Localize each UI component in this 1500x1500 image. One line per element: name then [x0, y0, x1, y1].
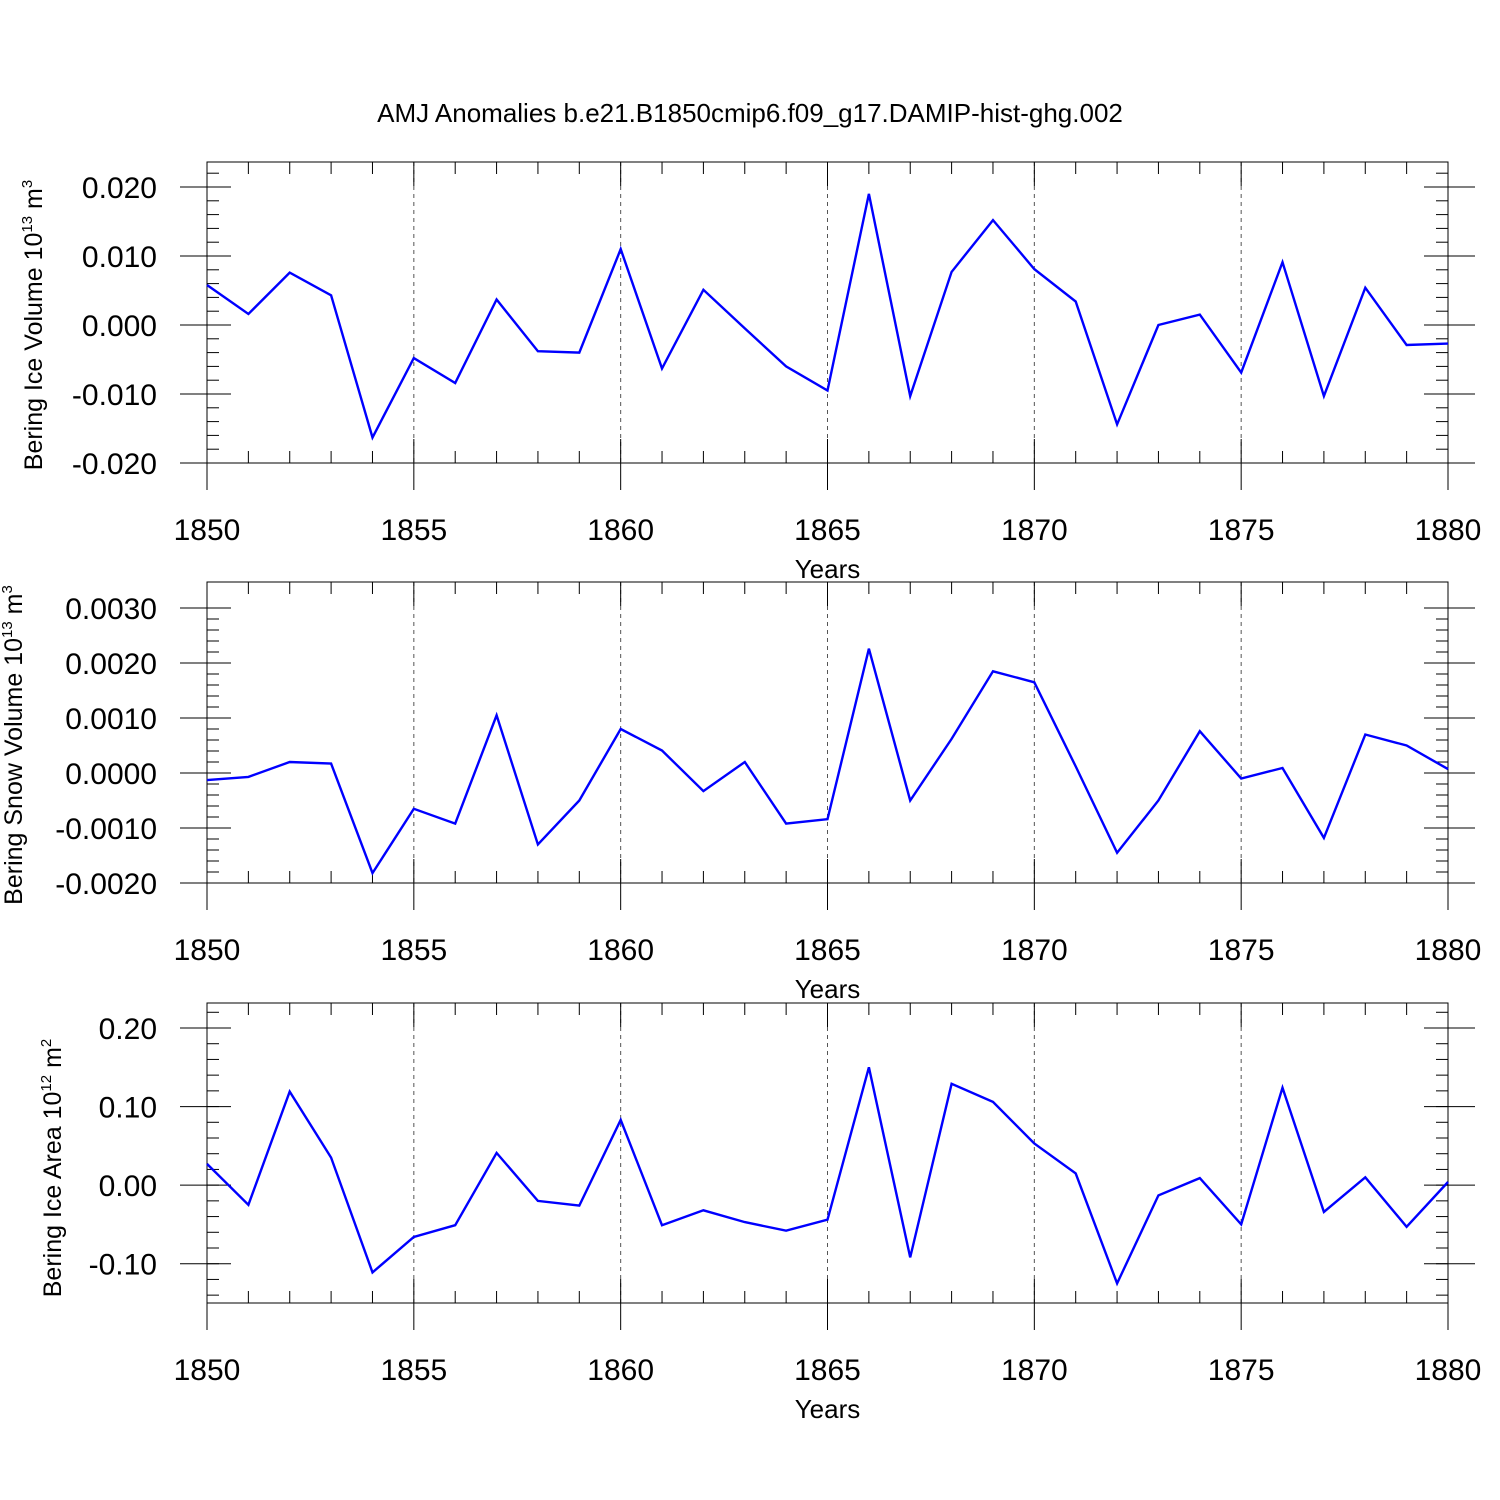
y-tick-label: 0.00: [99, 1170, 157, 1203]
x-tick-label: 1850: [174, 514, 241, 547]
y-tick-label: -0.10: [89, 1249, 157, 1282]
y-tick-label: -0.0010: [55, 813, 157, 846]
x-tick-label: 1870: [1001, 514, 1068, 547]
x-tick-label: 1870: [1001, 934, 1068, 967]
panel-1: 0.020 0.010 0.000 -0.010 -0.020 1850 1855 1860 1…: [19, 161, 1482, 584]
x-tick-label: 1860: [587, 934, 654, 967]
y-tick-label: -0.010: [72, 379, 157, 412]
x-tick-label: 1875: [1208, 934, 1275, 967]
y-tick-label: 0.0000: [65, 758, 157, 791]
x-tick-label: 1865: [794, 1354, 861, 1387]
x-tick-label: 1880: [1415, 1354, 1482, 1387]
x-tick-label: 1880: [1415, 934, 1482, 967]
y-tick-label: -0.020: [72, 448, 157, 481]
x-tick-label: 1855: [380, 514, 447, 547]
y-tick-label: -0.0020: [55, 868, 157, 901]
x-axis-label: Years: [795, 1394, 861, 1424]
x-tick-label: 1850: [174, 934, 241, 967]
y-tick-label: 0.000: [82, 310, 157, 343]
x-tick-label: 1865: [794, 514, 861, 547]
x-tick-label: 1855: [380, 934, 447, 967]
x-tick-label: 1855: [380, 1354, 447, 1387]
x-tick-label: 1860: [587, 514, 654, 547]
panels: 0.020 0.010 0.000 -0.010 -0.020 1850 1855 1860 1…: [0, 161, 1482, 1424]
x-tick-label: 1860: [587, 1354, 654, 1387]
y-axis-label: Bering Snow Volume 1013 m3: [0, 585, 28, 905]
x-tick-label: 1880: [1415, 514, 1482, 547]
x-tick-label: 1850: [174, 1354, 241, 1387]
y-tick-label: 0.0020: [65, 648, 157, 681]
figure-title: AMJ Anomalies b.e21.B1850cmip6.f09_g17.D…: [377, 98, 1123, 128]
x-axis-label: Years: [795, 554, 861, 584]
panel-3: 0.20 0.10 0.00 -0.10 1850 1855 1860 1865 1870 187…: [38, 1002, 1482, 1424]
x-axis-label: Years: [795, 974, 861, 1004]
y-tick-label: 0.10: [99, 1092, 157, 1125]
y-tick-label: 0.20: [99, 1013, 157, 1046]
y-tick-label: 0.0030: [65, 593, 157, 626]
x-tick-label: 1870: [1001, 1354, 1068, 1387]
y-axis-label: Bering Ice Area 1012 m2: [38, 1039, 67, 1298]
x-tick-label: 1875: [1208, 514, 1275, 547]
y-tick-label: 0.010: [82, 241, 157, 274]
x-tick-label: 1875: [1208, 1354, 1275, 1387]
y-axis-label: Bering Ice Volume 1013 m3: [19, 180, 48, 470]
y-tick-label: 0.0010: [65, 703, 157, 736]
x-tick-label: 1865: [794, 934, 861, 967]
panel-2: 0.0030 0.0020 0.0010 0.0000 -0.0010 -0.0020 18…: [0, 581, 1482, 1004]
y-tick-label: 0.020: [82, 172, 157, 205]
